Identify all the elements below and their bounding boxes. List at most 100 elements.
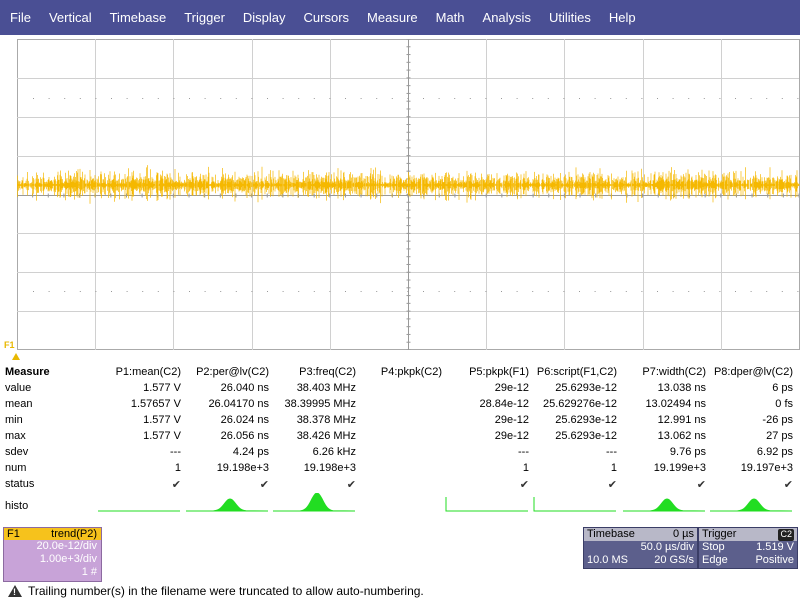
measure-cell: --- — [170, 446, 181, 458]
measure-column-header[interactable]: P6:script(F1,C2) — [536, 366, 617, 378]
measure-cell: 28.84e-12 — [479, 398, 529, 410]
waveform-display[interactable]: F1 — [0, 35, 800, 362]
measure-cell: 38.378 MHz — [296, 414, 356, 426]
status-check-icon: ✔ — [783, 479, 793, 491]
measure-cell: 4.24 ps — [232, 446, 269, 458]
measure-cell: 6.92 ps — [756, 446, 793, 458]
menu-utilities[interactable]: Utilities — [548, 10, 591, 25]
f1-sweep-count: 1 # — [81, 566, 97, 578]
measure-row-value: value 1.577 V 26.040 ns 38.403 MHz 29e-12 25.… — [0, 380, 800, 396]
measure-cell: 26.056 ns — [220, 430, 269, 442]
f1-horizontal-scale: 1.00e+3/div — [39, 553, 97, 565]
warning-icon: ! — [8, 585, 22, 597]
status-message: Trailing number(s) in the filename were … — [28, 584, 424, 598]
measure-cell: 13.038 ns — [657, 382, 706, 394]
measure-row-status: status ✔ ✔ ✔ ✔ ✔ ✔ ✔ — [0, 476, 800, 492]
menu-timebase[interactable]: Timebase — [109, 10, 167, 25]
measure-column-header[interactable]: P1:mean(C2) — [115, 366, 181, 378]
measure-row-sdev: sdev --- 4.24 ps 6.26 kHz --- --- 9.76 ps 6.92 … — [0, 444, 800, 460]
menu-trigger[interactable]: Trigger — [184, 10, 225, 25]
status-check-icon: ✔ — [346, 479, 356, 491]
measure-cell: 29e-12 — [494, 430, 529, 442]
measure-cell: 19.198e+3 — [303, 462, 356, 474]
menu-analysis[interactable]: Analysis — [482, 10, 531, 25]
trigger-type: Edge — [702, 554, 728, 566]
measure-row-max: max 1.577 V 26.056 ns 38.426 MHz 29e-12 25.62… — [0, 428, 800, 444]
trigger-mode: Stop — [702, 541, 725, 553]
measure-cell: 1.577 V — [143, 430, 181, 442]
measure-column-header[interactable]: P7:width(C2) — [642, 366, 706, 378]
timebase-samples: 10.0 MS — [587, 554, 628, 566]
trace-marker-icon[interactable] — [12, 353, 20, 360]
menu-math[interactable]: Math — [435, 10, 465, 25]
menu-cursors[interactable]: Cursors — [303, 10, 350, 25]
measure-row-label: status — [5, 478, 35, 490]
histogram-5 — [445, 497, 528, 512]
measure-cell: 38.39995 MHz — [284, 398, 356, 410]
f1-vertical-scale: 20.0e-12/div — [36, 540, 97, 552]
status-bar: ! Trailing number(s) in the filename wer… — [0, 582, 800, 600]
measure-cell: 0 fs — [775, 398, 793, 410]
trigger-label: Trigger — [702, 528, 737, 540]
measure-cell: 19.199e+3 — [653, 462, 706, 474]
measure-cell: 13.02494 ns — [645, 398, 706, 410]
histogram-8 — [710, 498, 793, 512]
measure-cell: 19.197e+3 — [740, 462, 793, 474]
measure-row-label: max — [5, 430, 26, 442]
measure-cell: --- — [606, 446, 617, 458]
measure-cell: 25.6293e-12 — [555, 430, 617, 442]
measure-header-row: Measure P1:mean(C2) P2:per@lv(C2) P3:freq(C… — [0, 364, 800, 380]
measure-column-header[interactable]: P8:dper@lv(C2) — [713, 366, 793, 378]
measure-cell: 38.403 MHz — [296, 382, 356, 394]
menu-display[interactable]: Display — [242, 10, 286, 25]
measure-cell: 29e-12 — [494, 414, 529, 426]
histogram-3 — [273, 493, 356, 512]
measure-cell: 26.04170 ns — [208, 398, 269, 410]
measure-cell: 12.991 ns — [657, 414, 706, 426]
measure-cell: 1 — [522, 462, 529, 474]
measure-cell: 26.024 ns — [220, 414, 269, 426]
measure-row-label: sdev — [5, 446, 29, 458]
histogram-2 — [186, 498, 269, 512]
timebase-delay: 0 µs — [672, 528, 694, 540]
histogram-1 — [98, 510, 180, 512]
measure-cell: --- — [518, 446, 529, 458]
menu-file[interactable]: File — [10, 10, 31, 25]
status-check-icon: ✔ — [519, 479, 529, 491]
measure-row-histo: histo — [0, 492, 800, 514]
measure-cell: 25.629276e-12 — [542, 398, 617, 410]
measure-cell: 1.57657 V — [130, 398, 181, 410]
menu-bar: File Vertical Timebase Trigger Display Cursor… — [0, 0, 800, 35]
measure-cell: 13.062 ns — [657, 430, 706, 442]
trigger-slope: Positive — [755, 554, 794, 566]
trigger-descriptor[interactable]: Trigger C2 Stop 1.519 V Edge Positive — [698, 527, 798, 569]
menu-measure[interactable]: Measure — [367, 10, 418, 25]
measure-cell: 6.26 kHz — [312, 446, 356, 458]
f1-trace-descriptor[interactable]: F1 trend(P2) 20.0e-12/div 1.00e+3/div 1 … — [3, 527, 102, 582]
measure-cell: 38.426 MHz — [296, 430, 356, 442]
measure-column-header[interactable]: P2:per@lv(C2) — [196, 366, 269, 378]
menu-help[interactable]: Help — [608, 10, 636, 25]
measure-cell: 1.577 V — [143, 414, 181, 426]
measure-cell: 1 — [610, 462, 617, 474]
noise-trace — [17, 165, 800, 204]
measure-row-label: mean — [5, 398, 33, 410]
trigger-channel-badge: C2 — [778, 529, 794, 541]
measure-row-label: value — [5, 382, 32, 394]
measure-column-header[interactable]: P4:pkpk(C2) — [380, 366, 442, 378]
measure-cell: 26.040 ns — [220, 382, 269, 394]
measure-cell: 19.198e+3 — [216, 462, 269, 474]
measure-column-header[interactable]: P3:freq(C2) — [299, 366, 356, 378]
menu-vertical[interactable]: Vertical — [48, 10, 92, 25]
trigger-level: 1.519 V — [756, 541, 794, 553]
measure-cell: 6 ps — [772, 382, 793, 394]
timebase-rate: 20 GS/s — [654, 554, 694, 566]
waveform-grid — [17, 39, 800, 350]
f1-name: F1 — [7, 528, 20, 540]
timebase-descriptor[interactable]: Timebase 0 µs 50.0 µs/div 10.0 MS 20 GS/… — [583, 527, 698, 569]
measure-cell: -26 ps — [762, 414, 793, 426]
timebase-label: Timebase — [587, 528, 635, 540]
histogram-7 — [623, 498, 706, 512]
measure-cell: 27 ps — [766, 430, 793, 442]
measure-column-header[interactable]: P5:pkpk(F1) — [469, 366, 529, 378]
